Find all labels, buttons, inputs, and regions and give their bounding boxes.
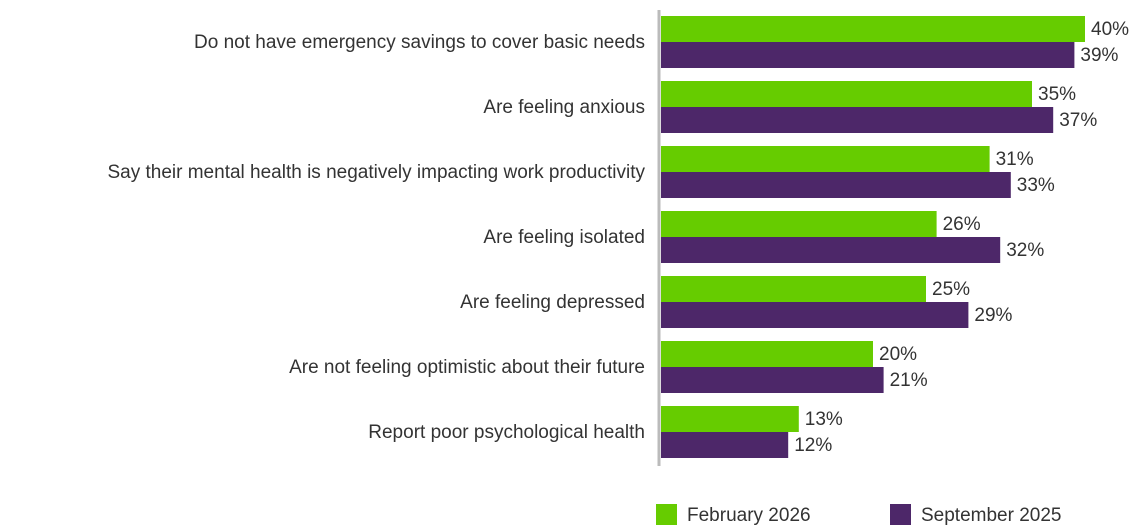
value-label-september-2025: 33%	[1017, 175, 1055, 196]
value-label-september-2025: 29%	[974, 305, 1012, 326]
value-label-february-2026: 20%	[879, 344, 917, 365]
bar-september-2025	[661, 367, 884, 393]
legend-label-september-2025: September 2025	[921, 505, 1062, 526]
bar-february-2026	[661, 211, 937, 237]
category-label: Are feeling isolated	[483, 227, 645, 248]
legend: February 2026 September 2025	[656, 504, 1062, 526]
bar-february-2026	[661, 16, 1085, 42]
value-label-september-2025: 37%	[1059, 110, 1097, 131]
category-label: Do not have emergency savings to cover b…	[194, 32, 645, 53]
bar-september-2025	[661, 42, 1075, 68]
legend-swatch-february-2026	[656, 504, 677, 525]
bar-september-2025	[661, 172, 1011, 198]
value-label-september-2025: 32%	[1006, 240, 1044, 261]
bar-february-2026	[661, 406, 799, 432]
category-label: Are feeling depressed	[460, 292, 645, 313]
value-label-february-2026: 35%	[1038, 84, 1076, 105]
category-label: Report poor psychological health	[368, 422, 645, 443]
labels-layer: Do not have emergency savings to cover b…	[107, 19, 1129, 456]
category-label: Are not feeling optimistic about their f…	[289, 357, 645, 378]
category-label: Say their mental health is negatively im…	[107, 162, 645, 183]
legend-label-february-2026: February 2026	[687, 505, 811, 526]
value-label-september-2025: 39%	[1080, 45, 1118, 66]
bars-layer	[661, 16, 1085, 458]
bar-september-2025	[661, 302, 969, 328]
value-label-february-2026: 31%	[996, 149, 1034, 170]
value-label-february-2026: 40%	[1091, 19, 1129, 40]
bar-september-2025	[661, 107, 1054, 133]
category-label: Are feeling anxious	[483, 97, 645, 118]
value-label-september-2025: 21%	[890, 370, 928, 391]
bar-september-2025	[661, 432, 789, 458]
legend-swatch-september-2025	[890, 504, 911, 525]
value-label-february-2026: 13%	[805, 409, 843, 430]
bar-february-2026	[661, 276, 926, 302]
value-label-february-2026: 25%	[932, 279, 970, 300]
value-label-february-2026: 26%	[943, 214, 981, 235]
bar-february-2026	[661, 341, 873, 367]
bar-february-2026	[661, 81, 1032, 107]
value-label-september-2025: 12%	[794, 435, 832, 456]
bar-september-2025	[661, 237, 1001, 263]
bar-february-2026	[661, 146, 990, 172]
